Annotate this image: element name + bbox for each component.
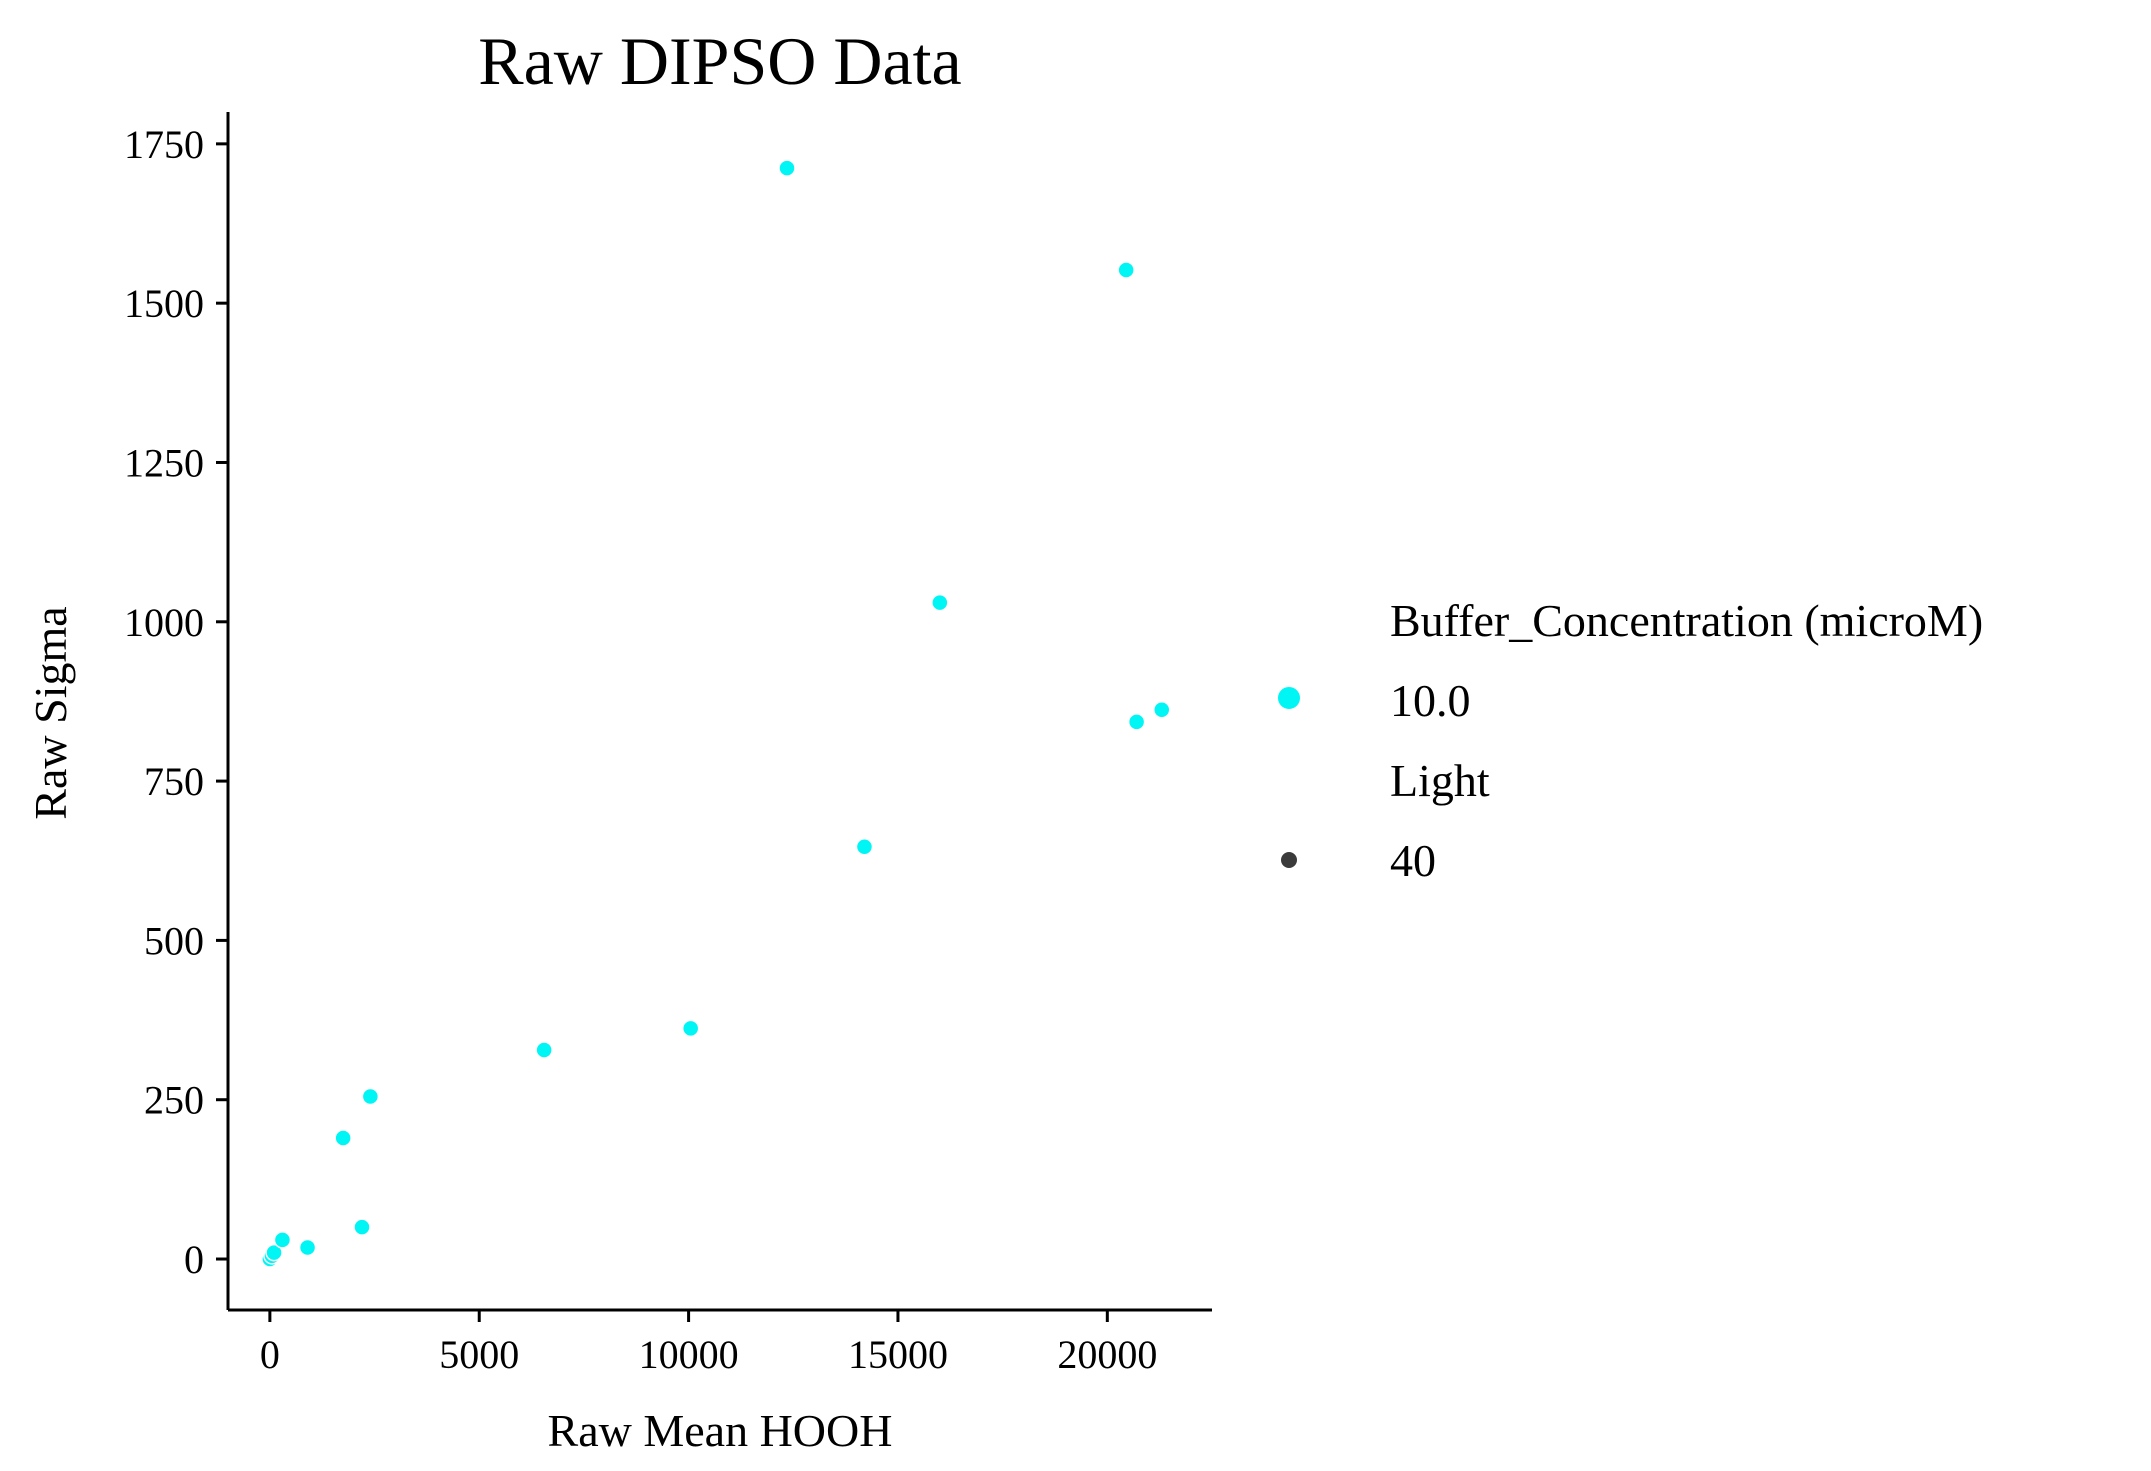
data-point: [273, 1231, 292, 1249]
data-point: [535, 1041, 553, 1059]
data-point: [361, 1087, 380, 1106]
data-point: [265, 1243, 283, 1262]
y-tick-label: 1500: [124, 281, 204, 326]
x-tick-label: 0: [260, 1332, 280, 1377]
y-tick-label: 250: [144, 1078, 204, 1123]
legend-hue-marker: [1276, 685, 1302, 711]
x-ticks: 0 5000 10000 15000 20000: [260, 1310, 1157, 1377]
x-tick-label: 5000: [439, 1332, 519, 1377]
y-tick-label: 1750: [124, 122, 204, 167]
data-point: [1127, 713, 1146, 731]
legend-hue-title: Buffer_Concentration (microM): [1390, 595, 1983, 646]
axes: 0 5000 10000 15000 20000 0 250 500 750 1000 1250 1…: [124, 112, 1212, 1377]
chart-title: Raw DIPSO Data: [478, 23, 962, 99]
data-point: [1117, 261, 1135, 279]
y-tick-label: 500: [144, 918, 204, 963]
y-tick-label: 1000: [124, 600, 204, 645]
data-point: [1153, 700, 1171, 719]
y-ticks: 0 250 500 750 1000 1250 1500 1750: [124, 122, 228, 1282]
legend-size-title: Light: [1390, 755, 1490, 806]
data-points: [261, 159, 1171, 1268]
legend-size-label: 40: [1390, 835, 1436, 886]
data-point: [778, 159, 796, 177]
legend-hue-label: 10.0: [1390, 675, 1471, 726]
data-point: [931, 593, 949, 612]
y-tick-label: 0: [184, 1237, 204, 1282]
x-tick-label: 10000: [639, 1332, 739, 1377]
legend: Buffer_Concentration (microM) 10.0 Light…: [1276, 595, 1983, 886]
x-tick-label: 15000: [848, 1332, 948, 1377]
data-point: [298, 1238, 317, 1257]
x-tick-label: 20000: [1057, 1332, 1157, 1377]
legend-size-marker: [1281, 852, 1297, 868]
data-point: [855, 837, 874, 856]
x-axis-label: Raw Mean HOOH: [548, 1405, 893, 1456]
y-axis-label: Raw Sigma: [25, 606, 76, 819]
y-tick-label: 1250: [124, 440, 204, 485]
data-point: [353, 1218, 371, 1236]
data-point: [681, 1019, 700, 1038]
y-tick-label: 750: [144, 759, 204, 804]
data-point: [334, 1129, 352, 1147]
